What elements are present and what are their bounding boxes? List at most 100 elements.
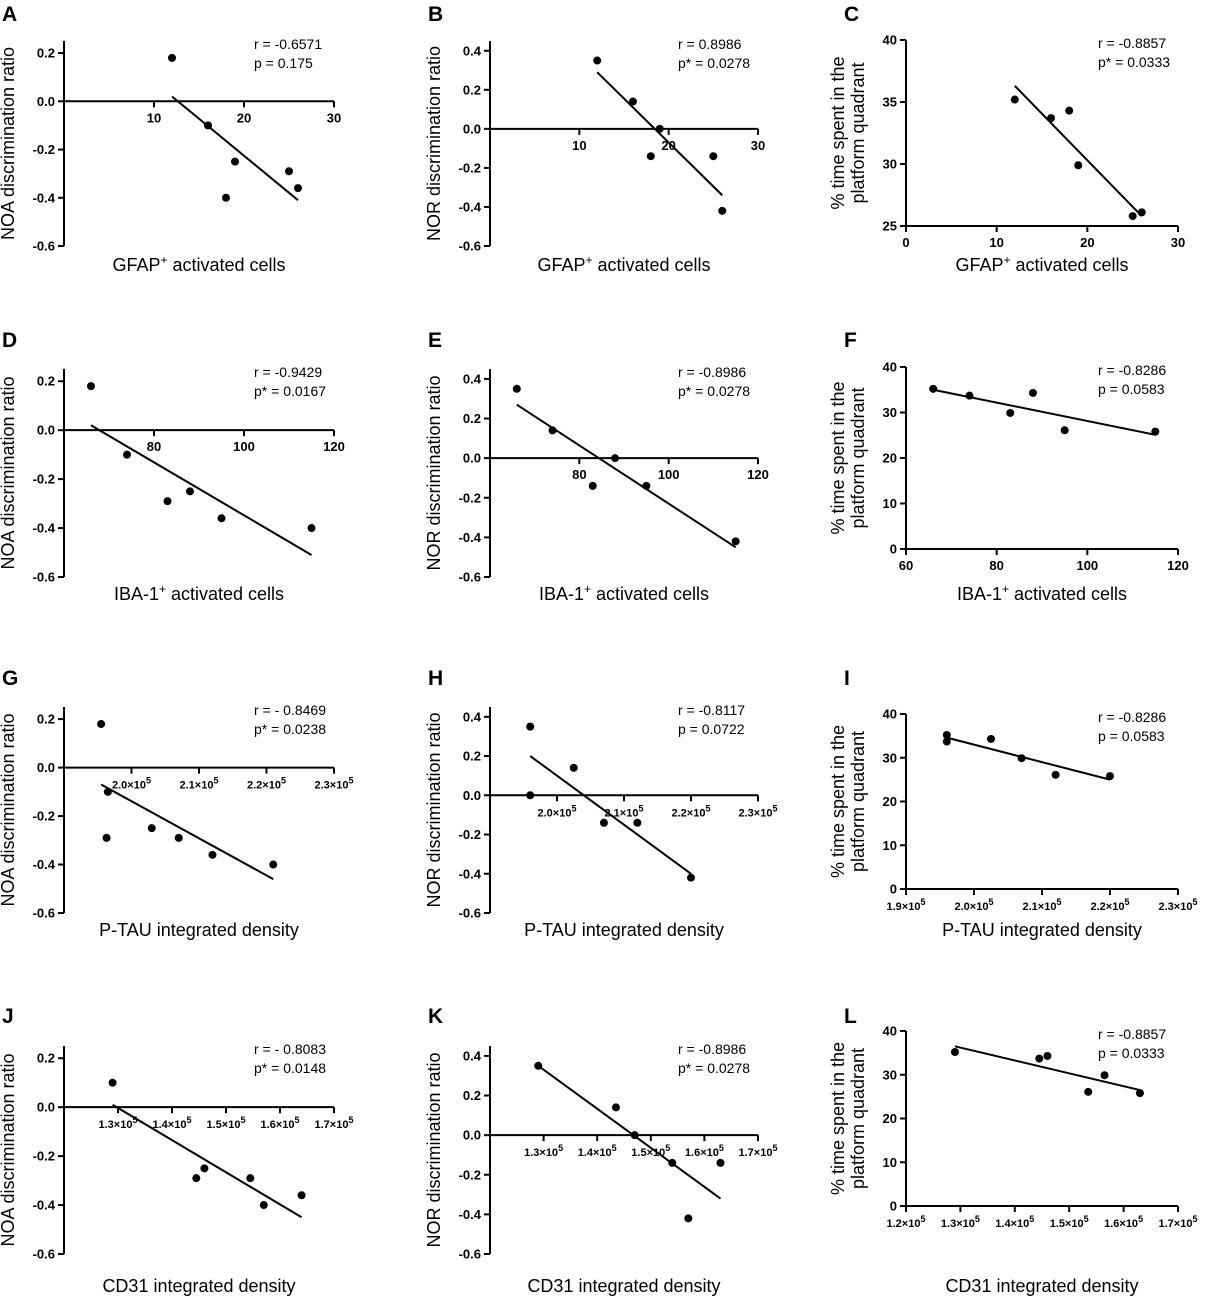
x-axis-title: IBA-1+ activated cells [114,582,284,604]
data-point [1035,1054,1044,1063]
data-point [1028,388,1037,397]
data-point [285,167,293,176]
y-tick-label: 0.0 [463,451,481,466]
x-tick-label: 120 [323,439,345,454]
x-tick-label: 1.2×105 [887,1214,926,1230]
y-tick-label: -0.2 [459,827,481,842]
data-point [123,450,131,459]
stat-p: p = 0.0333 [1098,1045,1165,1061]
x-axis-title: CD31 integrated density [945,1276,1138,1296]
data-point [599,818,608,827]
y-tick-label: -0.4 [33,190,56,205]
data-point [687,873,695,882]
y-tick-label: 30 [883,1067,897,1082]
data-point [1051,770,1060,779]
stat-r: r = - 0.8469 [254,702,326,718]
panel-J: J 0.2 0.0 -0.2 -0.4 -0.6 1.3×105 1.4×105 1.5×105… [0,1005,353,1296]
y-axis-title: % time spent in the [828,56,848,209]
y-tick-label: 0.2 [37,46,55,61]
data-point [174,833,183,842]
data-point [1010,95,1019,104]
x-axis-title: GFAP+ activated cells [112,253,285,275]
data-point [208,850,217,859]
x-axis-title: GFAP+ activated cells [955,253,1128,275]
stat-p: p* = 0.0278 [678,1060,750,1076]
y-axis-title: NOA discrimination ratio [0,47,18,240]
y-tick-label: 40 [883,1024,897,1039]
y-axis-title: platform quadrant [848,387,868,528]
panel-A: A 0.2 0.0 -0.2 -0.4 -0.6 10 20 30 r = -0.6571 p = … [0,3,341,275]
data-point [269,860,278,869]
panel-B: B 0.4 0.2 0.0 -0.2 -0.4 -0.6 10 20 30 r = 0.8986 p*… [424,3,765,275]
x-axis-title: P-TAU integrated density [942,920,1142,940]
y-tick-label: 0.0 [37,760,55,775]
y-axis-title: NOA discrimination ratio [0,1053,18,1246]
data-point [294,184,302,193]
regression-line [946,736,1111,781]
data-point [222,193,230,202]
x-tick-label: 20 [661,138,675,153]
y-tick-label: -0.4 [459,866,482,881]
data-point [1047,114,1056,123]
y-tick-label: -0.4 [33,1198,56,1213]
data-point [718,206,727,215]
panel-E: E 0.4 0.2 0.0 -0.2 -0.4 -0.6 80 100 120 r = -0.898… [424,329,769,604]
data-point [1128,212,1137,221]
stat-p: p* = 0.0167 [254,383,326,399]
data-point [168,53,176,62]
x-tick-label: 1.6×105 [685,1143,724,1159]
y-tick-label: -0.2 [33,809,55,824]
y-tick-label: 0.4 [463,709,482,724]
y-tick-label: -0.2 [33,1149,55,1164]
data-point [87,382,95,391]
x-axis-title: CD31 integrated density [102,1276,295,1296]
data-point [1065,106,1074,115]
x-tick-label: 1.4×105 [995,1214,1034,1230]
data-point [108,1078,117,1087]
data-point [526,722,535,731]
regression-line [171,95,299,201]
data-point [684,1214,693,1223]
data-point [1006,408,1015,417]
x-tick-label: 1.3×105 [941,1214,980,1230]
y-tick-label: 20 [883,1111,897,1126]
x-tick-label: 10 [989,235,1003,250]
stat-r: r = -0.6571 [254,36,322,52]
y-tick-label: 0.2 [463,749,481,764]
x-tick-label: 2.2×105 [1091,897,1130,913]
data-point [147,824,156,833]
data-point [1151,427,1160,436]
x-tick-label: 2.3×105 [315,776,354,792]
x-tick-label: 30 [1171,235,1185,250]
y-tick-label: 0.0 [463,1128,481,1143]
data-point [611,1103,620,1112]
regression-line [537,1065,722,1200]
data-point [709,152,718,161]
data-point [102,833,111,842]
stat-p: p* = 0.0238 [254,721,326,737]
y-tick-label: -0.4 [33,857,56,872]
y-tick-label: 0.0 [37,94,55,109]
y-tick-label: 0.2 [37,1051,55,1066]
x-tick-label: 2.3×105 [739,803,778,819]
data-point [1100,1071,1109,1080]
stat-r: r = 0.8986 [678,36,742,52]
data-point [200,1164,209,1173]
y-tick-label: -0.4 [459,1207,482,1222]
y-tick-label: 20 [883,451,897,466]
data-point [668,1158,677,1167]
data-point [929,384,938,393]
regression-line [596,71,723,196]
panel-C: C 40 35 30 25 0 10 20 30 r = -0.8857 p* = 0.0333 GF… [828,3,1185,275]
stat-p: p* = 0.0278 [678,55,750,71]
y-tick-label: 0.2 [463,411,481,426]
x-tick-label: 60 [899,558,913,573]
panel-label: H [428,667,443,690]
data-point [1060,426,1069,435]
stat-r: r = -0.8857 [1098,35,1166,51]
y-tick-label: 40 [883,707,897,722]
y-tick-label: 0.0 [37,1100,55,1115]
data-point [307,524,316,533]
x-axis-title: GFAP+ activated cells [537,253,710,275]
